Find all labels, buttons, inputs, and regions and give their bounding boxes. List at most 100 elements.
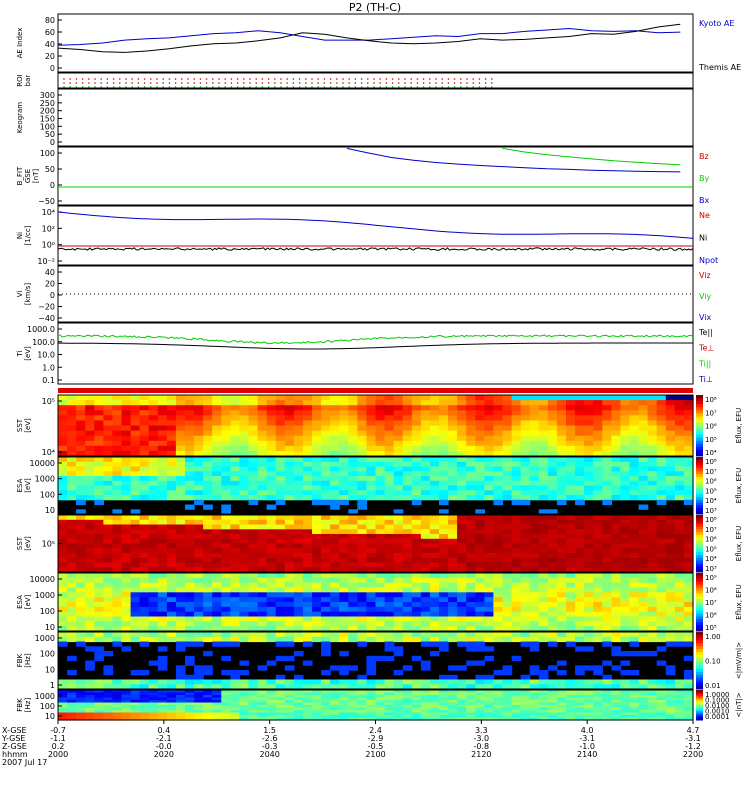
spectrogram-cell — [402, 702, 413, 706]
spectrogram-cell — [366, 485, 377, 491]
spectrogram-cell — [94, 697, 104, 701]
spectrogram-cell — [203, 519, 213, 526]
spectrogram-cell — [593, 548, 603, 554]
panel-ylabel: FBK — [16, 653, 24, 667]
spectrogram-cell — [257, 457, 268, 463]
spectrogram-cell — [112, 717, 123, 721]
roi-dot — [398, 78, 400, 80]
spectrogram-cell — [94, 695, 104, 699]
spectrogram-cell — [293, 606, 304, 613]
spectrogram-cell — [538, 690, 549, 694]
spectrogram-cell — [674, 445, 685, 452]
spectrogram-cell — [475, 405, 485, 411]
spectrogram-cell — [593, 524, 603, 530]
spectrogram-cell — [511, 461, 522, 468]
spectrogram-cell — [121, 410, 132, 416]
spectrogram-cell — [239, 557, 250, 564]
spectrogram-cell — [212, 707, 222, 711]
spectrogram-cell — [203, 597, 213, 603]
spectrogram-cell — [493, 440, 504, 447]
spectrogram-cell — [384, 655, 395, 662]
spectrogram-cell — [94, 553, 104, 559]
spectrogram-cell — [94, 543, 104, 549]
spectrogram-cell — [475, 538, 485, 545]
spectrogram-cell — [411, 606, 422, 613]
spectrogram-cell — [575, 712, 585, 716]
spectrogram-cell — [221, 700, 231, 704]
spectrogram-cell — [402, 420, 413, 427]
spectrogram-cell — [538, 692, 549, 696]
spectrogram-cell — [656, 715, 667, 719]
spectrogram-cell — [357, 490, 368, 496]
spectrogram-cell — [58, 538, 68, 545]
y-tick-label: 0 — [50, 291, 55, 300]
spectrogram-cell — [611, 636, 622, 643]
spectrogram-cell — [529, 592, 540, 598]
spectrogram-cell — [366, 538, 377, 545]
spectrogram-cell — [248, 395, 259, 401]
spectrogram-cell — [665, 435, 676, 442]
colorbar-tick: 10⁶ — [705, 423, 717, 431]
spectrogram-cell — [166, 490, 177, 496]
spectrogram-cell — [112, 490, 123, 496]
panel-ylabel: AE Index — [16, 28, 24, 59]
spectrogram-cell — [166, 626, 177, 632]
spectrogram-cell — [638, 495, 649, 501]
spectrogram-cell — [538, 480, 549, 487]
spectrogram-cell — [321, 684, 331, 690]
spectrogram-cell — [638, 415, 649, 421]
spectrogram-cell — [566, 485, 576, 491]
series-ni — [57, 247, 694, 251]
spectrogram-cell — [575, 410, 585, 416]
spectrogram-cell — [448, 548, 458, 554]
spectrogram-cell — [665, 543, 676, 549]
spectrogram-cell — [130, 425, 141, 432]
spectrogram-cell — [248, 476, 259, 482]
spectrogram-cell — [593, 415, 603, 421]
spectrogram-cell — [384, 553, 395, 559]
spectrogram-cell — [475, 611, 485, 618]
spectrogram-cell — [85, 611, 95, 618]
spectrogram-cell — [547, 707, 558, 711]
spectrogram-cell — [67, 573, 77, 579]
spectrogram-cell — [411, 457, 422, 463]
spectrogram-cell — [384, 524, 395, 530]
spectrogram-cell — [157, 692, 168, 696]
spectrogram-cell — [348, 538, 358, 545]
roi-dot — [267, 82, 270, 84]
spectrogram-cell — [312, 606, 322, 613]
spectrogram-cell — [166, 548, 177, 554]
spectrogram-cell — [185, 592, 195, 598]
spectrogram-cell — [538, 587, 549, 593]
spectrogram-cell — [175, 476, 186, 482]
spectrogram-cell — [647, 710, 658, 714]
colorbar-step — [696, 563, 703, 567]
spectrogram-cell — [502, 567, 513, 573]
spectrogram-cell — [529, 705, 540, 709]
spectrogram-cell — [76, 715, 86, 719]
spectrogram-cell — [602, 400, 612, 406]
spectrogram-cell — [429, 450, 440, 457]
spectrogram-cell — [393, 562, 404, 568]
spectrogram-cell — [312, 692, 322, 696]
spectrogram-cell — [130, 430, 141, 437]
spectrogram-cell — [212, 592, 222, 598]
spectrogram-cell — [67, 715, 77, 719]
spectrogram-cell — [656, 538, 667, 545]
spectrogram-cell — [175, 611, 186, 618]
spectrogram-cell — [339, 553, 349, 559]
spectrogram-cell — [475, 490, 485, 496]
spectrogram-cell — [103, 476, 114, 482]
spectrogram-cell — [302, 440, 313, 447]
spectrogram-cell — [511, 700, 522, 704]
spectrogram-cell — [58, 430, 68, 437]
spectrogram-cell — [357, 592, 368, 598]
spectrogram-cell — [493, 715, 504, 719]
spectrogram-cell — [439, 626, 449, 632]
spectrogram-cell — [638, 636, 649, 643]
spectrogram-cell — [139, 557, 150, 564]
spectrogram-cell — [321, 519, 331, 526]
spectrogram-cell — [529, 435, 540, 442]
spectrogram-cell — [330, 499, 340, 506]
colorbar-step — [696, 540, 703, 544]
